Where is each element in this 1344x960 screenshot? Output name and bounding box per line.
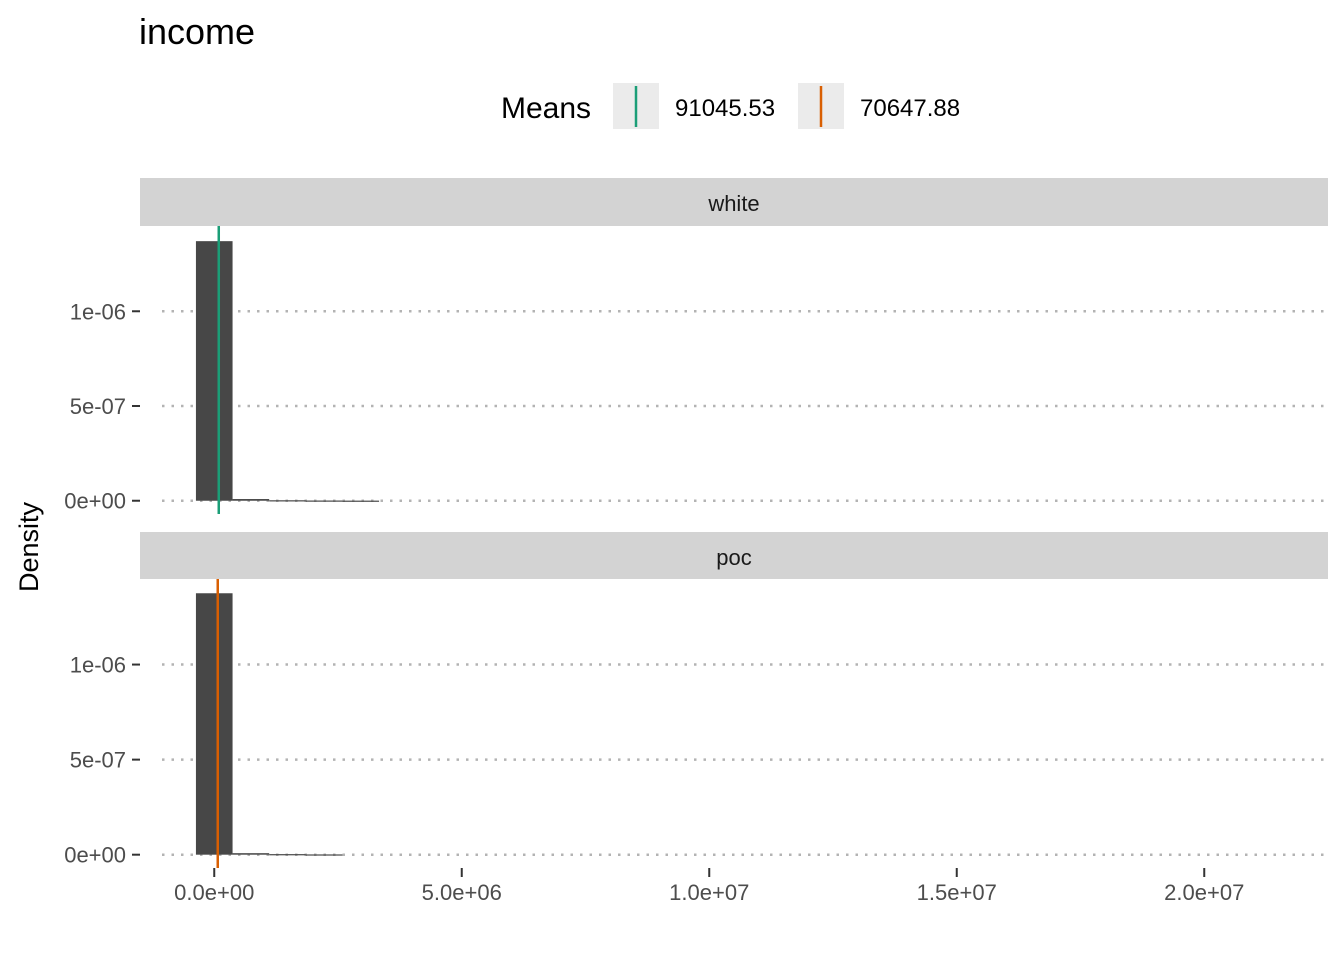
histogram-bar [305, 854, 343, 856]
x-tick-label: 0.0e+00 [174, 880, 254, 905]
y-tick-label: 1e-06 [70, 653, 126, 678]
y-tick-label: 0e+00 [64, 843, 126, 868]
facet-strip-label: poc [716, 545, 751, 570]
histogram-bar [305, 500, 343, 502]
histogram-bar [342, 500, 380, 502]
legend-label-2: 70647.88 [860, 95, 960, 122]
histogram-bar [195, 241, 233, 501]
x-axis: 0.0e+00 5.0e+06 1.0e+07 1.5e+07 2.0e+07 [174, 868, 1244, 905]
x-tick-label: 5.0e+06 [422, 880, 502, 905]
legend-title: Means [501, 92, 591, 125]
legend-entry-2: 70647.88 [798, 83, 960, 129]
histogram-bar [269, 500, 306, 502]
facet-strip-bg [140, 178, 1328, 226]
facet-panel-poc: poc 0e+00 5e-07 1e-06 [64, 532, 1328, 868]
legend-entry-1: 91045.53 [613, 83, 775, 129]
x-tick-label: 1.0e+07 [669, 880, 749, 905]
histogram-bar [269, 854, 306, 856]
y-tick-label: 5e-07 [70, 394, 126, 419]
x-tick-label: 1.5e+07 [917, 880, 997, 905]
legend-label-1: 91045.53 [675, 95, 775, 122]
facet-strip-label: white [707, 191, 759, 216]
histogram-bar [232, 853, 270, 855]
y-axis-title: Density [14, 501, 44, 592]
y-tick-label: 5e-07 [70, 748, 126, 773]
facet-strip-bg [140, 532, 1328, 579]
y-tick-label: 1e-06 [70, 299, 126, 324]
legend: Means 91045.53 70647.88 [501, 83, 960, 129]
histogram-bar [195, 593, 233, 855]
facet-panel-white: white 0e+00 5e-07 1e-06 [64, 178, 1328, 514]
y-tick-label: 0e+00 [64, 489, 126, 514]
chart-title: income [139, 11, 255, 52]
histogram-bar [232, 499, 270, 501]
x-tick-label: 2.0e+07 [1164, 880, 1244, 905]
facet-panels: white 0e+00 5e-07 1e-06 poc 0e+00 5e-07 1e-06 [64, 178, 1328, 868]
